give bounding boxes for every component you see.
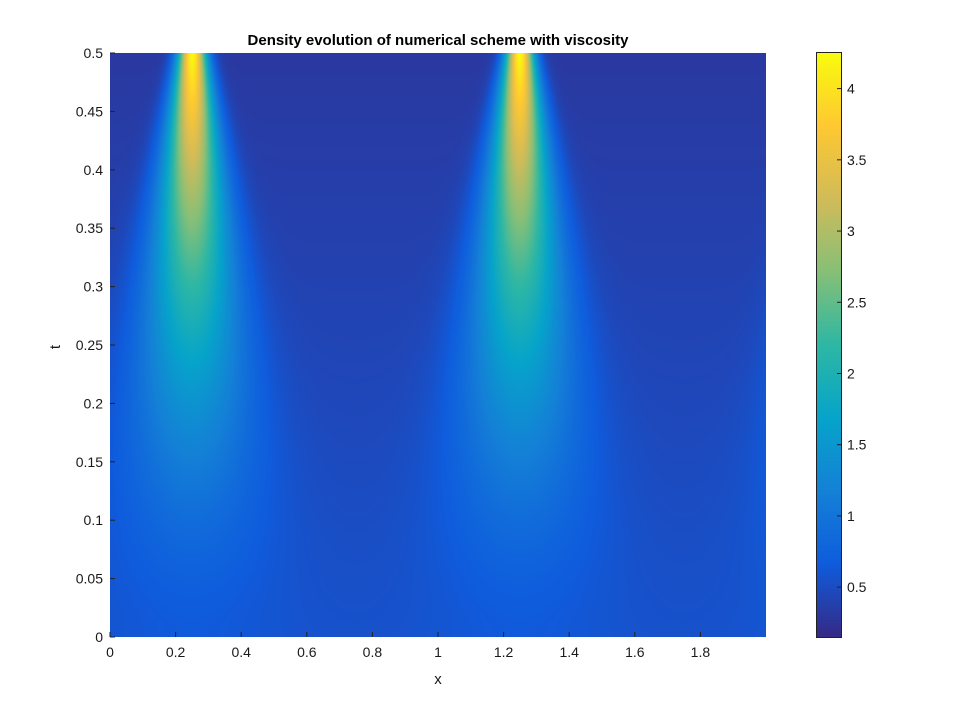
y-tick-label: 0.15 bbox=[76, 454, 103, 470]
y-tick-label: 0.05 bbox=[76, 571, 103, 587]
colorbar-tick-label: 2 bbox=[847, 365, 855, 381]
y-tick-label: 0.4 bbox=[84, 162, 104, 178]
x-tick-label: 0.6 bbox=[297, 644, 317, 660]
x-tick-label: 0.2 bbox=[166, 644, 186, 660]
x-tick-label: 1.6 bbox=[625, 644, 645, 660]
y-axis-label: t bbox=[47, 344, 64, 349]
y-tick-label: 0.3 bbox=[84, 279, 104, 295]
x-axis-label: x bbox=[434, 671, 442, 688]
x-tick-label: 1 bbox=[434, 644, 442, 660]
y-axis: 0 0.05 0.1 0.15 0.2 0.25 0.3 0.35 0.4 0.45 0.5 bbox=[76, 45, 115, 645]
colorbar-tick-label: 3.5 bbox=[847, 152, 867, 168]
x-axis: 0 0.2 0.4 0.6 0.8 1 1.2 1.4 1.6 1.8 bbox=[106, 632, 710, 660]
chart-title: Density evolution of numerical scheme wi… bbox=[247, 32, 629, 49]
colorbar-tick-label: 2.5 bbox=[847, 294, 867, 310]
y-tick-label: 0.25 bbox=[76, 337, 103, 353]
x-tick-label: 0.4 bbox=[231, 644, 251, 660]
colorbar-tick-label: 1 bbox=[847, 508, 855, 524]
y-tick-label: 0 bbox=[95, 629, 103, 645]
colorbar-tick-label: 4 bbox=[847, 81, 855, 97]
x-tick-label: 0 bbox=[106, 644, 114, 660]
colorbar-tick-label: 0.5 bbox=[847, 579, 867, 595]
y-tick-label: 0.45 bbox=[76, 103, 103, 119]
colorbar-tick-label: 3 bbox=[847, 223, 855, 239]
colorbar-axis: 0.5 1 1.5 2 2.5 3 3.5 4 bbox=[837, 81, 867, 595]
y-tick-label: 0.1 bbox=[84, 512, 104, 528]
y-tick-label: 0.35 bbox=[76, 220, 103, 236]
x-tick-label: 1.4 bbox=[559, 644, 579, 660]
y-tick-label: 0.5 bbox=[84, 45, 104, 61]
colorbar bbox=[816, 52, 842, 638]
x-tick-label: 0.8 bbox=[363, 644, 383, 660]
heatmap-plot-area bbox=[110, 53, 766, 637]
y-tick-label: 0.2 bbox=[84, 395, 104, 411]
colorbar-tick-label: 1.5 bbox=[847, 437, 867, 453]
x-tick-label: 1.8 bbox=[691, 644, 711, 660]
x-tick-label: 1.2 bbox=[494, 644, 514, 660]
